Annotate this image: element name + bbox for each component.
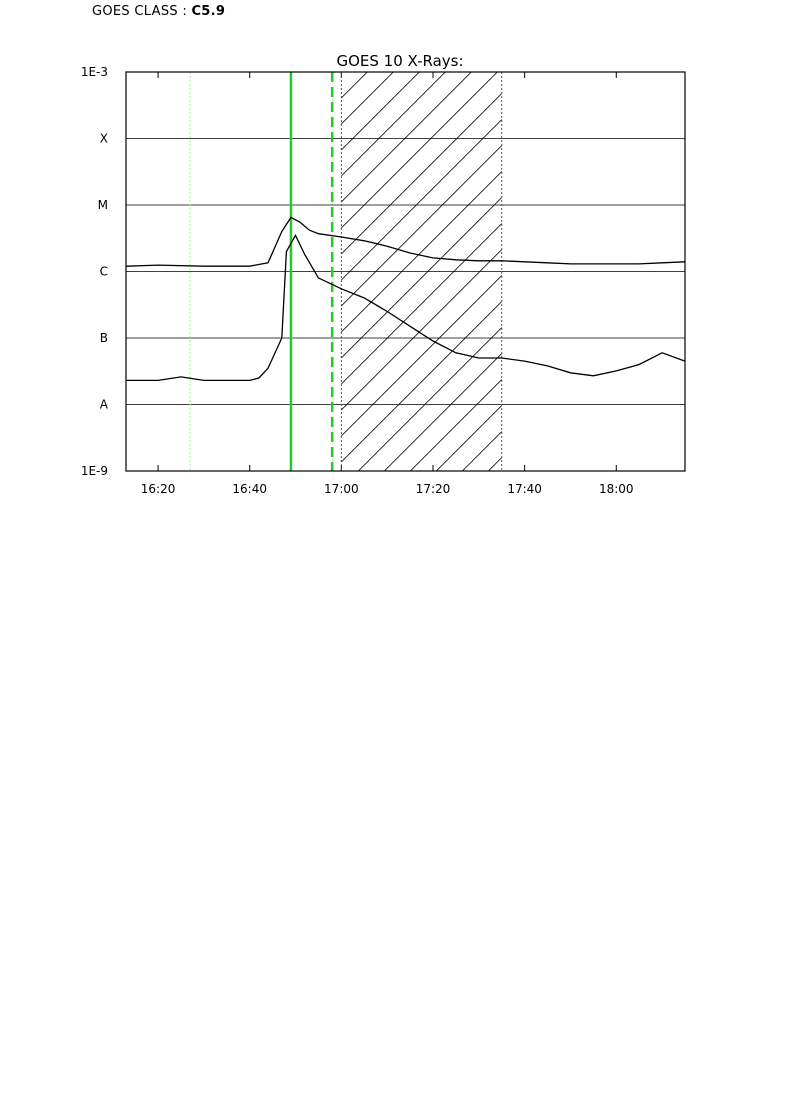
y-tick-label: C bbox=[100, 265, 108, 279]
y-tick-label: M bbox=[98, 198, 108, 212]
x-tick-label: 17:40 bbox=[507, 482, 542, 496]
goes-class-value: C5.9 bbox=[191, 4, 226, 19]
x-tick-label: 16:20 bbox=[141, 482, 176, 496]
x-tick-label: 17:20 bbox=[416, 482, 451, 496]
series-line-short bbox=[126, 233, 686, 382]
x-tick-label: 16:40 bbox=[232, 482, 267, 496]
chart-title: GOES 10 X-Rays: bbox=[336, 52, 463, 70]
series-line-long bbox=[125, 216, 686, 267]
x-tick-label: 18:00 bbox=[599, 482, 634, 496]
y-tick-label: A bbox=[100, 398, 109, 412]
y-tick-label: 1E-3 bbox=[81, 65, 108, 79]
y-tick-label: X bbox=[100, 132, 108, 146]
plot-frame bbox=[125, 71, 686, 472]
goes-class-header: GOES CLASS : C5.9 bbox=[92, 4, 225, 19]
y-tick-label: B bbox=[100, 331, 108, 345]
goes-class-label: GOES CLASS : bbox=[92, 4, 192, 19]
x-tick-label: 17:00 bbox=[324, 482, 359, 496]
y-tick-label: 1E-9 bbox=[81, 464, 108, 478]
